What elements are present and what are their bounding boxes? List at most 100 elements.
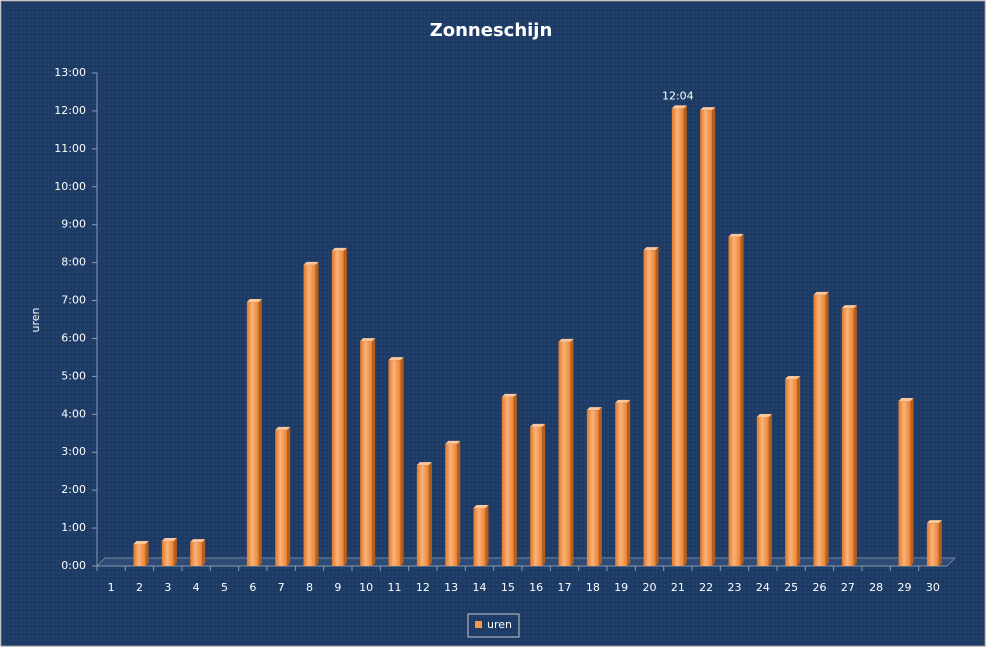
x-tick-label: 8 — [306, 581, 313, 594]
bar-top — [530, 423, 546, 427]
y-tick-label: 2:00 — [61, 483, 86, 496]
bar — [926, 523, 939, 566]
bar-top — [275, 426, 291, 430]
bar — [728, 236, 741, 566]
chart-title: Zonneschijn — [430, 20, 553, 41]
bar-top — [671, 105, 687, 109]
bar-top — [813, 291, 829, 295]
y-tick-label: 4:00 — [61, 407, 86, 420]
x-tick-label: 13 — [444, 581, 458, 594]
bar-side — [598, 407, 602, 566]
x-tick-label: 5 — [221, 581, 228, 594]
bar-top — [246, 299, 262, 303]
bar-side — [372, 338, 376, 566]
y-tick-label: 11:00 — [54, 142, 86, 155]
x-tick-label: 20 — [643, 581, 657, 594]
y-tick-label: 13:00 — [54, 66, 86, 79]
bar-top — [898, 398, 914, 402]
bar-top — [445, 440, 461, 444]
y-tick-label: 10:00 — [54, 180, 86, 193]
bar — [530, 426, 543, 566]
x-tick-label: 18 — [586, 581, 600, 594]
bar — [445, 443, 458, 566]
bar-top — [728, 233, 744, 237]
bar-side — [400, 357, 404, 566]
bar-top — [643, 247, 659, 251]
bar-top — [473, 504, 489, 508]
bar-top — [190, 539, 206, 543]
bar-side — [287, 426, 291, 566]
y-tick-label: 5:00 — [61, 369, 86, 382]
x-tick-label: 1 — [108, 581, 115, 594]
bar-top — [303, 261, 319, 265]
y-tick-label: 6:00 — [61, 331, 86, 344]
bar-top — [785, 376, 801, 380]
bar-side — [145, 541, 149, 566]
bar-top — [558, 338, 574, 342]
x-tick-label: 6 — [249, 581, 256, 594]
bar-side — [627, 399, 631, 566]
x-tick-label: 28 — [869, 581, 883, 594]
y-tick-label: 1:00 — [61, 521, 86, 534]
bar-side — [315, 261, 319, 566]
bar — [558, 341, 571, 566]
bar — [671, 108, 684, 566]
bar-top — [615, 399, 631, 403]
x-tick-label: 26 — [813, 581, 827, 594]
y-tick-label: 0:00 — [61, 559, 86, 572]
bar — [275, 429, 288, 566]
bar — [416, 465, 429, 566]
bar-top — [360, 338, 376, 342]
bar-side — [457, 440, 461, 566]
y-tick-label: 8:00 — [61, 256, 86, 269]
bar — [161, 540, 174, 566]
x-tick-label: 7 — [278, 581, 285, 594]
bar-side — [542, 423, 546, 566]
bar-side — [768, 413, 772, 566]
x-tick-label: 21 — [671, 581, 685, 594]
bar-top — [331, 247, 347, 251]
legend-box — [467, 613, 520, 638]
legend-swatch — [475, 621, 482, 628]
bar — [133, 544, 146, 566]
y-axis-label: uren — [29, 307, 42, 332]
bar-side — [428, 462, 432, 566]
bar-side — [910, 398, 914, 566]
bar-side — [513, 393, 517, 566]
bar — [190, 542, 203, 566]
bar-top — [388, 357, 404, 361]
bar — [501, 396, 514, 566]
x-tick-label: 3 — [164, 581, 171, 594]
bar-side — [683, 105, 687, 566]
bar-side — [570, 338, 574, 566]
x-tick-label: 4 — [193, 581, 200, 594]
y-tick-label: 12:00 — [54, 104, 86, 117]
x-tick-label: 23 — [728, 581, 742, 594]
bar-side — [173, 537, 177, 566]
bar-top — [133, 541, 149, 545]
bar-side — [797, 376, 801, 566]
bar-top — [161, 537, 177, 541]
x-tick-label: 12 — [416, 581, 430, 594]
x-tick-label: 16 — [529, 581, 543, 594]
x-tick-label: 15 — [501, 581, 515, 594]
x-tick-label: 11 — [388, 581, 402, 594]
bar-top — [586, 407, 602, 411]
bar-top — [416, 462, 432, 466]
bar-side — [938, 520, 942, 566]
bar — [898, 401, 911, 566]
bar — [643, 250, 656, 566]
bar — [756, 416, 769, 566]
bar-top — [756, 413, 772, 417]
x-tick-label: 10 — [359, 581, 373, 594]
bar-side — [343, 247, 347, 566]
y-tick-label: 9:00 — [61, 218, 86, 231]
bar-side — [712, 107, 716, 566]
y-tick-label: 7:00 — [61, 294, 86, 307]
bar — [360, 341, 373, 566]
bar — [615, 402, 628, 566]
x-tick-label: 30 — [926, 581, 940, 594]
x-tick-label: 25 — [784, 581, 798, 594]
x-tick-label: 27 — [841, 581, 855, 594]
